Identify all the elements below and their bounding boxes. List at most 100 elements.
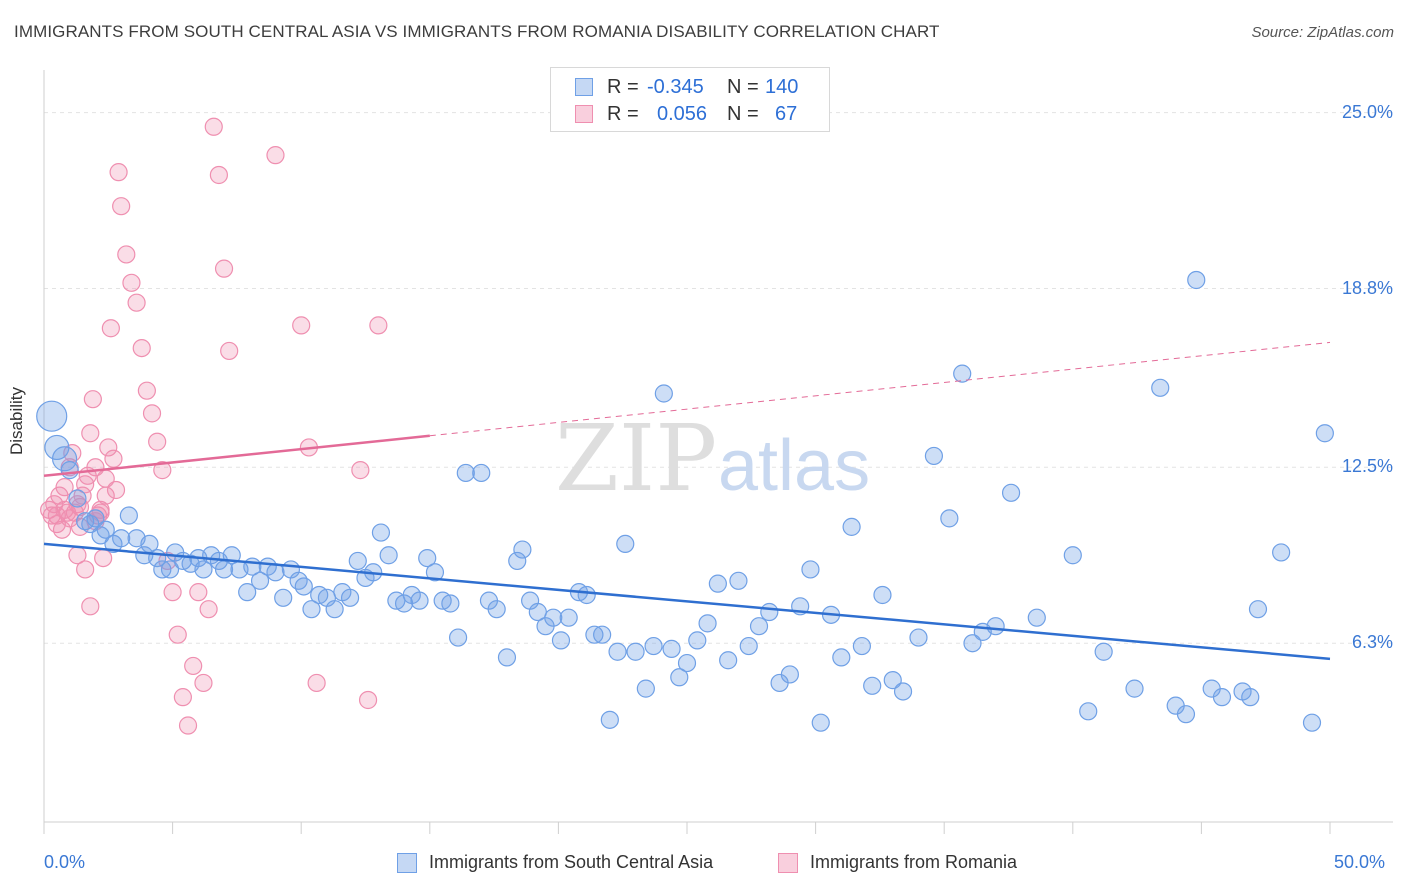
point-romania [307,673,326,693]
point-south-central-asia [294,577,313,596]
point-south-central-asia [585,625,604,644]
point-south-central-asia [302,600,321,619]
legend-item-south-central-asia[interactable]: Immigrants from South Central Asia [397,852,713,873]
point-south-central-asia [472,463,491,483]
point-south-central-asia [76,512,95,531]
point-south-central-asia [1302,713,1322,732]
point-romania [358,690,378,710]
point-romania [153,461,172,480]
point-south-central-asia [238,583,257,602]
point-south-central-asia [662,639,681,658]
point-south-central-asia [636,679,655,698]
point-south-central-asia [801,560,820,579]
legend-r-value: 0.056 [657,102,708,125]
legend-swatch-pink [575,105,593,123]
point-south-central-asia [924,446,944,466]
point-south-central-asia [119,506,138,525]
point-south-central-asia [348,551,367,571]
point-south-central-asia [688,631,707,650]
point-south-central-asia [953,364,972,383]
point-romania [45,495,64,514]
point-south-central-asia [1151,378,1170,397]
point-romania [127,293,146,312]
point-romania [266,146,285,165]
legend-r-label: R = [607,75,639,98]
point-south-central-asia [497,648,517,667]
point-south-central-asia [508,551,527,571]
legend-label-south-central-asia: Immigrants from South Central Asia [429,852,714,872]
point-south-central-asia [448,628,468,647]
point-south-central-asia [811,713,830,732]
point-south-central-asia [340,588,360,607]
point-romania [104,449,123,468]
point-south-central-asia [719,651,738,670]
point-south-central-asia [1079,702,1098,721]
point-south-central-asia [425,563,445,582]
point-south-central-asia [379,546,398,565]
legend-item-romania[interactable]: Immigrants from Romania [778,852,1017,873]
point-south-central-asia [893,682,913,701]
point-south-central-asia [698,614,717,633]
trend-line-south-central-asia [43,542,1331,661]
watermark: ZIP atlas [555,405,870,512]
point-south-central-asia [1272,543,1291,562]
point-romania [106,480,126,500]
point-south-central-asia [593,625,612,644]
point-south-central-asia [68,489,87,508]
point-south-central-asia [274,588,293,607]
point-south-central-asia [760,602,779,622]
legend-row-romania: R = 0.056 N = 67 [575,101,797,127]
point-romania [91,503,110,522]
point-romania [168,625,187,644]
point-romania [60,509,79,528]
chart-title: IMMIGRANTS FROM SOUTH CENTRAL ASIA VS IM… [14,22,940,41]
point-romania [199,600,218,619]
point-romania [292,316,311,335]
source-label: Source: ZipAtlas.com [1251,24,1394,41]
point-south-central-asia [325,600,344,619]
point-south-central-asia [940,509,959,528]
point-romania [220,341,239,361]
point-south-central-asia [873,585,892,605]
point-south-central-asia [909,628,928,647]
point-south-central-asia [577,585,596,605]
point-romania [76,560,95,579]
point-south-central-asia [112,529,131,548]
point-romania [142,404,162,423]
trend-line-romania [43,434,430,478]
point-romania [369,316,388,335]
point-south-central-asia [1063,546,1082,565]
point-south-central-asia [250,571,270,590]
point-romania [209,165,228,185]
point-south-central-asia [513,540,532,559]
point-south-central-asia [544,608,563,627]
point-south-central-asia [60,461,79,480]
point-romania [189,583,208,602]
point-romania [148,432,167,451]
legend-n-label: N = [727,75,759,98]
legend-n-label: N = [727,102,759,125]
legend-n-value: 67 [775,102,798,125]
axes [43,70,1393,834]
trend-lines [43,341,1331,661]
point-romania [109,163,128,182]
point-romania [96,469,115,488]
point-romania [132,338,151,358]
point-south-central-asia [289,571,308,590]
point-south-central-asia [842,517,861,536]
point-south-central-asia [1248,600,1268,619]
point-south-central-asia [86,509,105,528]
point-south-central-asia [1027,608,1046,627]
point-south-central-asia [729,571,748,590]
point-romania [81,424,100,443]
y-tick-label-0: 6.3% [1351,632,1393,653]
point-south-central-asia [739,636,758,656]
point-south-central-asia [644,636,663,656]
point-south-central-asia [36,400,68,432]
legend-r-value: -0.345 [647,75,704,98]
legend-swatch-pink [778,852,798,873]
point-south-central-asia [1187,270,1206,290]
point-south-central-asia [832,648,851,667]
y-axis-label: Disability [7,386,26,455]
